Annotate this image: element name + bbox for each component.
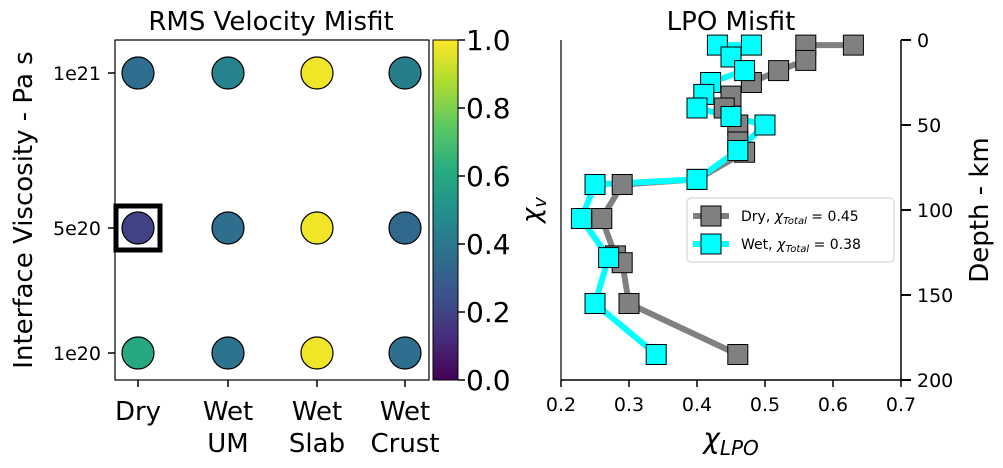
rms-y-tick-label: 1e20	[53, 343, 101, 365]
series-marker-wet	[720, 106, 742, 127]
series-marker-dry	[591, 208, 613, 229]
series-marker-dry	[618, 293, 640, 314]
rms-point	[388, 56, 422, 90]
rms-x-tick-label-line2: Slab	[289, 429, 345, 459]
colorbar-tick-label: 0.6	[466, 160, 511, 193]
rms-point	[121, 56, 155, 90]
rms-panel: RMS Velocity Misfit Interface Viscosity …	[9, 7, 440, 459]
rms-point	[300, 336, 334, 370]
colorbar-tick-label: 0.4	[466, 228, 511, 261]
series-marker-wet	[727, 140, 749, 161]
legend-label: Wet, χTotal = 0.38	[741, 237, 861, 255]
legend-label: Dry, χTotal = 0.45	[741, 209, 859, 227]
lpo-x-tick-label: 0.2	[546, 394, 576, 416]
rms-point	[388, 211, 422, 245]
series-marker-wet	[740, 34, 762, 56]
colorbar-gradient	[432, 39, 459, 381]
series-marker-dry	[611, 174, 633, 195]
rms-y-tick-label: 5e20	[53, 218, 101, 240]
lpo-x-tick-label: 0.4	[682, 394, 712, 416]
colorbar-tick-label: 1.0	[466, 24, 511, 57]
lpo-x-ticks: 0.2 0.3 0.4 0.5 0.6 0.7	[546, 380, 916, 416]
rms-x-tick-label: Dry	[115, 397, 161, 427]
legend-marker	[700, 233, 722, 255]
colorbar-label: χv	[517, 197, 551, 225]
rms-x-tick-label-line2: Crust	[370, 429, 439, 459]
colorbar-ticks: 0.0 0.2 0.4 0.6 0.8 1.0	[458, 24, 511, 397]
lpo-panel: LPO Misfit 0.2 0.3 0.4 0.5 0.6 0.7 0 50 100 150 2…	[546, 7, 995, 460]
lpo-series	[570, 34, 864, 365]
lpo-y-tick-label: 0	[917, 30, 929, 52]
rms-points	[121, 56, 422, 370]
rms-point	[211, 211, 245, 245]
series-marker-wet	[598, 247, 620, 269]
legend-frame	[686, 197, 895, 263]
legend-marker	[700, 205, 722, 227]
series-marker-wet	[584, 293, 606, 314]
series-marker-dry	[795, 49, 817, 71]
rms-x-tick-label-line2: UM	[207, 429, 248, 459]
series-marker-wet	[686, 168, 708, 190]
legend-items: Dry, χTotal = 0.45 Wet, χTotal = 0.38	[693, 205, 861, 255]
lpo-ylabel: Depth - km	[965, 137, 995, 283]
rms-point	[388, 336, 422, 370]
lpo-y-tick-label: 50	[917, 115, 941, 137]
rms-point	[211, 56, 245, 90]
rms-x-tick-label: Wet	[292, 397, 342, 427]
rms-point	[300, 56, 334, 90]
series-marker-dry	[842, 34, 864, 56]
lpo-xlabel: χLPO	[701, 422, 759, 460]
lpo-y-ticks: 0 50 100 150 200	[901, 30, 953, 392]
colorbar-tick-label: 0.0	[466, 364, 511, 397]
lpo-x-tick-label: 0.7	[886, 394, 916, 416]
rms-point	[121, 336, 155, 370]
series-marker-wet	[686, 97, 708, 119]
lpo-y-tick-label: 200	[917, 370, 953, 392]
rms-point	[121, 211, 155, 245]
series-marker-dry	[727, 344, 749, 365]
rms-x-tick-label: Wet	[203, 397, 253, 427]
rms-y-ticks: 1e21 5e20 1e20	[53, 63, 115, 365]
series-marker-wet	[734, 60, 756, 82]
colorbar: 0.0 0.2 0.4 0.6 0.8 1.0 χv	[432, 24, 551, 397]
rms-x-tick-label: Wet	[380, 397, 430, 427]
rms-title: RMS Velocity Misfit	[148, 7, 393, 37]
legend: Dry, χTotal = 0.45 Wet, χTotal = 0.38	[686, 197, 895, 263]
series-marker-dry	[768, 60, 790, 82]
lpo-x-tick-label: 0.5	[750, 394, 780, 416]
series-marker-wet	[584, 174, 606, 195]
lpo-x-tick-label: 0.6	[818, 394, 848, 416]
lpo-y-tick-label: 100	[917, 200, 953, 222]
best-fit-highlight-box	[113, 203, 163, 253]
rms-ylabel: Interface Viscosity - Pa s	[9, 51, 39, 368]
colorbar-tick-label: 0.8	[466, 92, 511, 125]
series-marker-wet	[754, 114, 776, 136]
rms-point	[211, 336, 245, 370]
rms-y-tick-label: 1e21	[53, 63, 101, 85]
lpo-x-tick-label: 0.3	[614, 394, 644, 416]
series-marker-wet	[570, 208, 592, 229]
lpo-title: LPO Misfit	[667, 7, 796, 37]
lpo-y-tick-label: 150	[917, 285, 953, 307]
rms-point	[300, 211, 334, 245]
series-marker-wet	[645, 344, 667, 365]
colorbar-tick-label: 0.2	[466, 296, 511, 329]
